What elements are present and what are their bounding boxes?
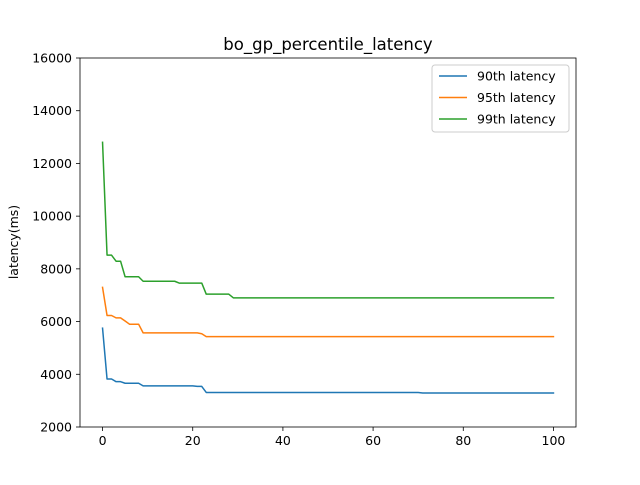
- x-tick-label: 20: [185, 433, 201, 448]
- y-axis-label: latency(ms): [6, 205, 21, 279]
- legend-label-1: 90th latency: [477, 69, 556, 84]
- y-tick-label: 14000: [32, 103, 72, 118]
- y-tick-label: 12000: [32, 156, 72, 171]
- x-tick-label: 60: [365, 433, 381, 448]
- series-layer: [101, 141, 555, 394]
- series-line-3: [101, 141, 555, 299]
- x-tick-label: 0: [99, 433, 107, 448]
- legend-label-3: 99th latency: [477, 112, 556, 127]
- x-tick-label: 40: [275, 433, 291, 448]
- legend: 90th latency 95th latency 99th latency: [431, 64, 570, 133]
- y-tick-label: 4000: [40, 367, 72, 382]
- series-line-2: [101, 286, 555, 338]
- y-tick-label: 2000: [40, 420, 72, 435]
- plot-frame: [79, 57, 577, 428]
- axes-layer: 0 20 40 60 80 100 2000 4000 6000 8000 10000 12000 14…: [32, 51, 577, 448]
- y-tick-label: 6000: [40, 314, 72, 329]
- x-tick-label: 80: [455, 433, 471, 448]
- series-line-1: [101, 327, 555, 394]
- y-tick-label: 8000: [40, 261, 72, 276]
- chart-title: bo_gp_percentile_latency: [223, 35, 433, 55]
- y-tick-label: 16000: [32, 51, 72, 66]
- x-tick-label: 100: [542, 433, 566, 448]
- y-tick-label: 10000: [32, 209, 72, 224]
- legend-label-2: 95th latency: [477, 90, 556, 105]
- legend-box: [431, 64, 570, 133]
